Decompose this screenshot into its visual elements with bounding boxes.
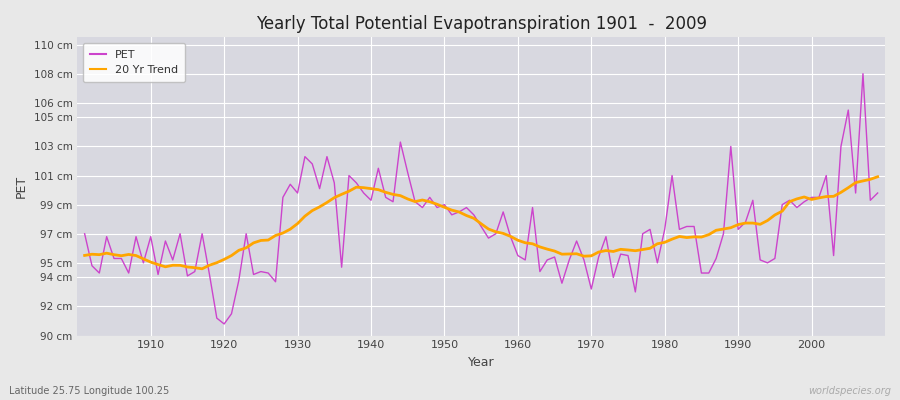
Text: Latitude 25.75 Longitude 100.25: Latitude 25.75 Longitude 100.25: [9, 386, 169, 396]
Y-axis label: PET: PET: [15, 175, 28, 198]
Legend: PET, 20 Yr Trend: PET, 20 Yr Trend: [83, 43, 184, 82]
Title: Yearly Total Potential Evapotranspiration 1901  -  2009: Yearly Total Potential Evapotranspiratio…: [256, 15, 706, 33]
X-axis label: Year: Year: [468, 356, 494, 369]
Text: worldspecies.org: worldspecies.org: [808, 386, 891, 396]
